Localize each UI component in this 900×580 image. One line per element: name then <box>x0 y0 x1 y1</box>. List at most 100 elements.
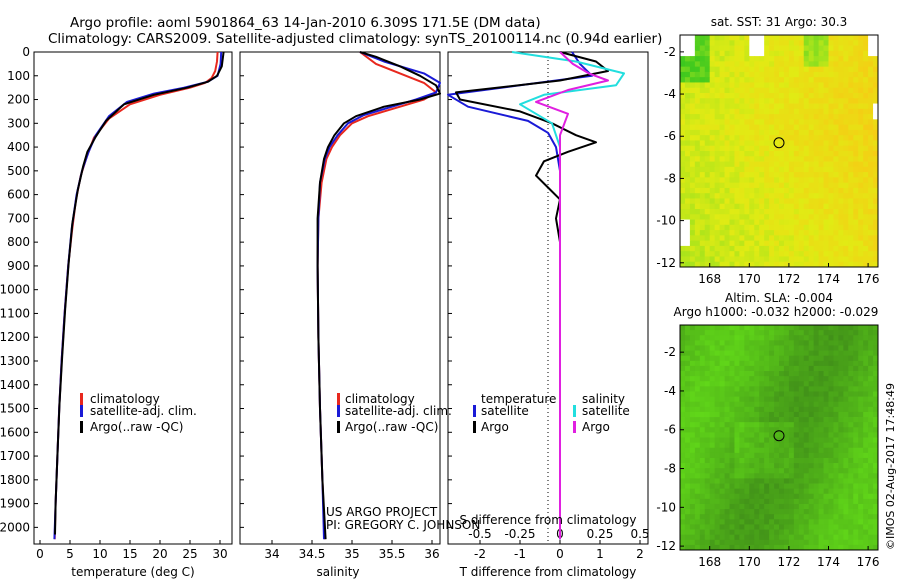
map-cell <box>699 245 706 252</box>
map-cell <box>709 519 716 525</box>
map-cell <box>724 335 730 341</box>
map-cell <box>843 103 849 110</box>
map-cell <box>823 161 829 168</box>
map-cell <box>798 457 805 464</box>
map-cell <box>680 161 686 168</box>
map-cell <box>689 345 696 351</box>
map-cell <box>769 483 775 490</box>
map-cell <box>843 114 849 120</box>
depth-tick-label: 200 <box>7 93 30 107</box>
map-cell <box>764 66 770 73</box>
map-cell <box>833 56 839 62</box>
map-cell <box>680 203 686 210</box>
map-cell <box>719 166 725 173</box>
map-cell <box>783 534 790 541</box>
series-line-argo-raw-qc- <box>316 51 441 540</box>
map-cell <box>684 219 691 226</box>
map-cell <box>788 376 795 382</box>
map-cell <box>684 129 691 136</box>
map-cell <box>709 35 716 41</box>
map-cell <box>813 61 819 68</box>
map-cell <box>684 61 691 68</box>
map-cell <box>798 473 805 479</box>
map-cell <box>779 345 785 351</box>
map-cell <box>754 391 760 397</box>
map-cell <box>793 335 800 341</box>
map-cell <box>749 509 755 515</box>
map-cell <box>739 256 745 263</box>
map-cell <box>783 151 790 157</box>
map-cell <box>699 61 706 68</box>
map-cell <box>823 539 829 546</box>
salinity-y-ticks <box>240 51 244 528</box>
map-cell <box>764 514 770 520</box>
map-cell <box>769 493 775 500</box>
map-cell <box>818 193 824 199</box>
map-cell <box>709 503 716 510</box>
map-cell <box>783 345 790 351</box>
map-cell <box>774 50 780 57</box>
map-cell <box>853 203 859 210</box>
map-cell <box>714 376 720 382</box>
map-cell <box>838 124 844 131</box>
map-cell <box>863 498 869 505</box>
map-cell <box>779 452 785 459</box>
map-cell <box>813 82 819 89</box>
map-cell <box>863 503 869 510</box>
map-cell <box>863 187 869 194</box>
map-cell <box>853 87 859 94</box>
map-cell <box>719 381 725 387</box>
legend-label-climatology: climatology <box>90 392 160 406</box>
map-cell <box>689 330 696 336</box>
map-cell <box>709 544 716 551</box>
map-cell <box>788 256 795 263</box>
map-cell <box>793 124 800 131</box>
map-cell <box>779 187 785 194</box>
map-cell <box>689 325 696 331</box>
map-cell <box>739 360 745 367</box>
map-cell <box>734 442 740 449</box>
map-cell <box>769 203 775 210</box>
map-cell <box>699 534 706 541</box>
map-cell <box>774 493 780 500</box>
map-cell <box>833 360 839 367</box>
map-cell <box>689 391 696 397</box>
map-cell <box>858 209 864 215</box>
map-cell <box>848 98 854 104</box>
map-cell <box>873 224 879 231</box>
map-cell <box>694 261 701 268</box>
map-cell <box>828 124 834 131</box>
map-cell <box>808 381 815 387</box>
map-cell <box>709 161 716 168</box>
map-cell <box>838 463 844 469</box>
map-cell <box>739 422 745 428</box>
map-cell <box>823 447 829 454</box>
map-cell <box>823 187 829 194</box>
map-cell <box>783 330 790 336</box>
map-cell <box>764 325 770 331</box>
map-cell <box>729 411 735 418</box>
map-cell <box>863 82 869 89</box>
map-cell <box>709 50 716 57</box>
map-cell <box>838 119 844 126</box>
map-cell <box>858 493 864 500</box>
map-cell <box>818 473 824 479</box>
map-cell <box>729 325 735 331</box>
map-cell <box>769 417 775 423</box>
map-cell <box>868 544 874 551</box>
map-cell <box>858 534 864 541</box>
map-cell <box>818 71 824 78</box>
map-cell <box>680 151 686 157</box>
map-cell <box>823 325 829 331</box>
map-cell <box>734 161 740 168</box>
map-cell <box>724 519 730 525</box>
map-cell <box>699 340 706 346</box>
map-cell <box>858 251 864 257</box>
map-cell <box>803 224 810 231</box>
map-cell <box>779 209 785 215</box>
map-cell <box>818 108 824 115</box>
map-cell <box>779 245 785 252</box>
map-cell <box>754 224 760 231</box>
map-cell <box>788 483 795 490</box>
map-cell <box>684 381 691 387</box>
